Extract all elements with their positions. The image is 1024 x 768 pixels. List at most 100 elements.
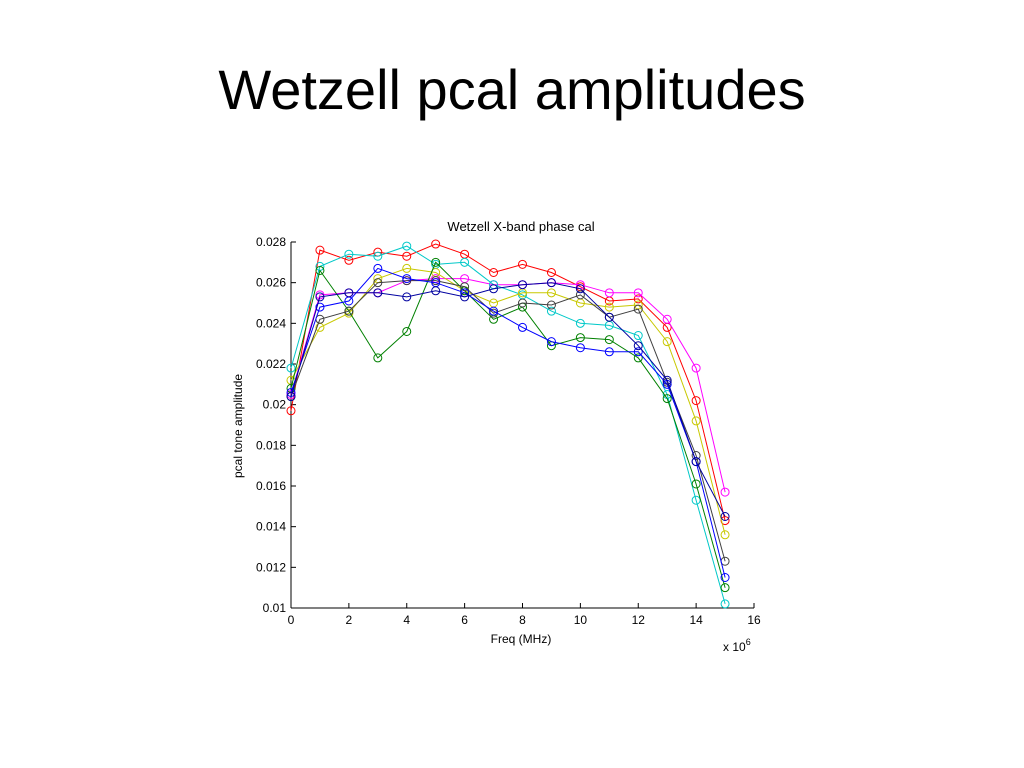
y-axis-ticks: 0.01 0.012 0.014 0.016 0.018 0.02 0.022 0.024 0.…	[256, 235, 296, 615]
data-point	[575, 318, 585, 328]
series-4	[286, 263, 730, 540]
series-line	[290, 267, 726, 535]
data-point	[315, 245, 325, 255]
y-tick-label: 0.01	[263, 601, 287, 615]
data-point	[720, 599, 730, 609]
series-3	[286, 241, 730, 609]
data-point	[633, 294, 643, 304]
x-tick-label: 0	[288, 613, 295, 627]
y-tick-label: 0.02	[263, 398, 287, 412]
data-point	[344, 306, 354, 316]
data-point	[604, 335, 614, 345]
data-point	[691, 457, 701, 467]
data-point	[633, 341, 643, 351]
data-point	[489, 306, 499, 316]
data-point	[402, 241, 412, 251]
y-tick-label: 0.022	[256, 357, 286, 371]
data-point	[691, 416, 701, 426]
y-tick-label: 0.012	[256, 560, 286, 574]
x-axis-exponent-base: x 10	[723, 640, 746, 654]
data-point	[315, 302, 325, 312]
x-tick-label: 14	[689, 613, 703, 627]
data-point	[604, 347, 614, 357]
chart-title: Wetzell X-band phase cal	[447, 219, 594, 234]
data-point	[662, 314, 672, 324]
data-point	[460, 257, 470, 267]
series-6	[286, 276, 730, 566]
data-point	[691, 479, 701, 489]
data-point	[402, 326, 412, 336]
data-point	[662, 337, 672, 347]
data-point	[604, 288, 614, 298]
data-point	[691, 363, 701, 373]
data-point	[373, 251, 383, 261]
data-point	[286, 406, 296, 416]
x-tick-label: 10	[574, 613, 588, 627]
x-axis-ticks: 0 2 4 6 8 10 12 14 16	[288, 603, 761, 627]
slide-title: Wetzell pcal amplitudes	[218, 58, 806, 121]
data-point	[720, 573, 730, 582]
series-8	[286, 278, 730, 521]
data-point	[720, 556, 730, 566]
data-point	[373, 263, 383, 273]
series-layer	[286, 239, 730, 609]
data-point	[431, 286, 441, 296]
data-point	[633, 347, 643, 357]
data-point	[575, 343, 585, 353]
series-line	[290, 245, 726, 605]
data-point	[546, 300, 556, 310]
data-point	[315, 292, 325, 302]
data-point	[546, 268, 556, 277]
series-line	[290, 278, 726, 493]
data-point	[518, 322, 527, 332]
x-axis-exponent: x 106	[723, 637, 751, 654]
y-tick-label: 0.024	[256, 316, 286, 330]
x-tick-label: 8	[519, 613, 526, 627]
data-point	[575, 284, 585, 294]
x-axis-label: Freq (MHz)	[491, 632, 552, 646]
data-point	[691, 451, 701, 460]
series-line	[290, 280, 726, 562]
data-point	[373, 353, 383, 363]
data-point	[546, 337, 556, 347]
data-point	[402, 263, 412, 273]
series-line	[290, 267, 726, 578]
data-point	[344, 288, 354, 298]
x-tick-label: 12	[632, 613, 646, 627]
x-tick-label: 6	[461, 613, 468, 627]
y-tick-label: 0.014	[256, 520, 286, 534]
data-point	[633, 353, 643, 363]
data-point	[518, 280, 527, 290]
data-point	[460, 282, 470, 292]
x-tick-label: 2	[346, 613, 353, 627]
data-point	[720, 530, 730, 540]
data-point	[431, 239, 441, 249]
x-tick-label: 16	[747, 613, 761, 627]
data-point	[460, 292, 470, 302]
y-tick-label: 0.026	[256, 276, 286, 290]
data-point	[315, 265, 325, 275]
data-point	[575, 333, 585, 343]
data-point	[633, 331, 643, 341]
data-point	[633, 304, 643, 314]
data-point	[575, 290, 585, 300]
data-point	[662, 375, 672, 385]
data-point	[489, 268, 499, 277]
data-point	[720, 487, 730, 497]
data-point	[489, 284, 499, 294]
data-point	[691, 396, 701, 406]
data-point	[518, 259, 527, 269]
data-point	[344, 249, 354, 259]
data-point	[662, 394, 672, 404]
data-point	[518, 298, 527, 308]
y-tick-label: 0.028	[256, 235, 286, 249]
data-point	[546, 288, 556, 298]
y-axis-label: pcal tone amplitude	[231, 374, 245, 478]
data-point	[286, 363, 296, 373]
data-point	[431, 257, 441, 267]
data-point	[604, 302, 614, 312]
series-line	[290, 261, 726, 588]
y-tick-label: 0.018	[256, 438, 286, 452]
data-point	[402, 292, 412, 302]
